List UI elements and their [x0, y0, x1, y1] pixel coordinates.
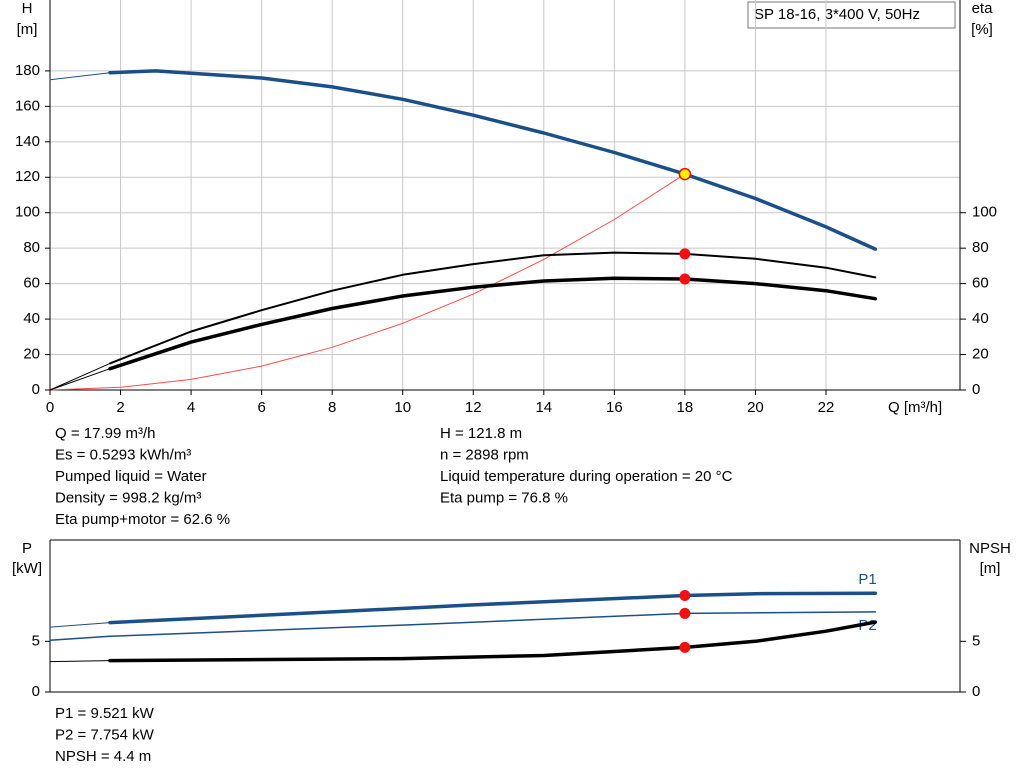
- x-tick-label: 18: [677, 399, 694, 416]
- y2-tick-label: 5: [972, 632, 980, 649]
- y2-tick-label: 0: [972, 683, 980, 700]
- operating-point: [679, 590, 691, 602]
- info-text: Es = 0.5293 kWh/m³: [55, 446, 191, 463]
- y2-unit: [m]: [980, 560, 1001, 577]
- y-tick-label: 0: [32, 381, 40, 398]
- y2-unit: [%]: [971, 21, 993, 38]
- operating-point: [679, 248, 691, 260]
- y2-tick-label: 80: [972, 239, 989, 256]
- x-tick-label: 10: [394, 399, 411, 416]
- y-tick-label: 60: [23, 275, 40, 292]
- y-tick-label: 100: [15, 204, 40, 221]
- series-line: [108, 620, 878, 663]
- y-tick-label: 0: [32, 683, 40, 700]
- chart-title: SP 18-16, 3*400 V, 50Hz: [754, 6, 920, 23]
- series-line: [108, 69, 878, 251]
- y-tick-label: 40: [23, 310, 40, 327]
- series-label: P1: [858, 571, 876, 588]
- series-line: [49, 660, 111, 663]
- y-label: P: [22, 540, 32, 557]
- info-text: P2 = 7.754 kW: [55, 726, 155, 743]
- x-tick-label: 0: [46, 399, 54, 416]
- series-line: [109, 251, 877, 365]
- info-text: Liquid temperature during operation = 20…: [440, 468, 733, 485]
- y-unit: [kW]: [12, 560, 42, 577]
- series-line: [49, 173, 686, 391]
- series-line: [49, 362, 111, 391]
- y2-label: eta: [972, 0, 994, 17]
- y-label: H: [22, 0, 33, 17]
- x-tick-label: 2: [116, 399, 124, 416]
- y-tick-label: 120: [15, 168, 40, 185]
- y2-tick-label: 40: [972, 310, 989, 327]
- y2-tick-label: 100: [972, 204, 997, 221]
- x-label: Q [m³/h]: [888, 399, 942, 416]
- y-tick-label: 140: [15, 133, 40, 150]
- info-text: Eta pump+motor = 62.6 %: [55, 511, 230, 528]
- info-text: n = 2898 rpm: [440, 446, 529, 463]
- x-tick-label: 14: [535, 399, 552, 416]
- series-line: [49, 611, 877, 642]
- y-tick-label: 160: [15, 97, 40, 114]
- x-tick-label: 20: [747, 399, 764, 416]
- y-tick-label: 80: [23, 239, 40, 256]
- info-text: Density = 998.2 kg/m³: [55, 489, 201, 506]
- x-tick-label: 22: [818, 399, 835, 416]
- y-tick-label: 5: [32, 632, 40, 649]
- series-line: [108, 276, 878, 371]
- info-text: H = 121.8 m: [440, 425, 522, 442]
- x-tick-label: 6: [257, 399, 265, 416]
- series-line: [108, 591, 878, 625]
- y2-tick-label: 0: [972, 381, 980, 398]
- x-tick-label: 4: [187, 399, 195, 416]
- operating-point: [679, 607, 691, 619]
- y-tick-label: 180: [15, 62, 40, 79]
- y2-tick-label: 20: [972, 346, 989, 363]
- y-unit: [m]: [17, 21, 38, 38]
- info-text: Eta pump = 76.8 %: [440, 489, 568, 506]
- y-tick-label: 20: [23, 346, 40, 363]
- operating-point: [679, 273, 691, 285]
- info-text: NPSH = 4.4 m: [55, 748, 151, 765]
- legend-box: [747, 1, 956, 29]
- x-tick-label: 16: [606, 399, 623, 416]
- info-text: P1 = 9.521 kW: [55, 705, 155, 722]
- info-text: Q = 17.99 m³/h: [55, 425, 155, 442]
- x-tick-label: 12: [465, 399, 482, 416]
- operating-point: [679, 641, 691, 653]
- y2-label: NPSH: [969, 540, 1011, 557]
- operating-point: [678, 167, 692, 181]
- x-tick-label: 8: [328, 399, 336, 416]
- series-line: [49, 72, 111, 81]
- info-text: Pumped liquid = Water: [55, 468, 207, 485]
- y2-tick-label: 60: [972, 275, 989, 292]
- series-line: [49, 622, 111, 628]
- series-line: [49, 368, 111, 391]
